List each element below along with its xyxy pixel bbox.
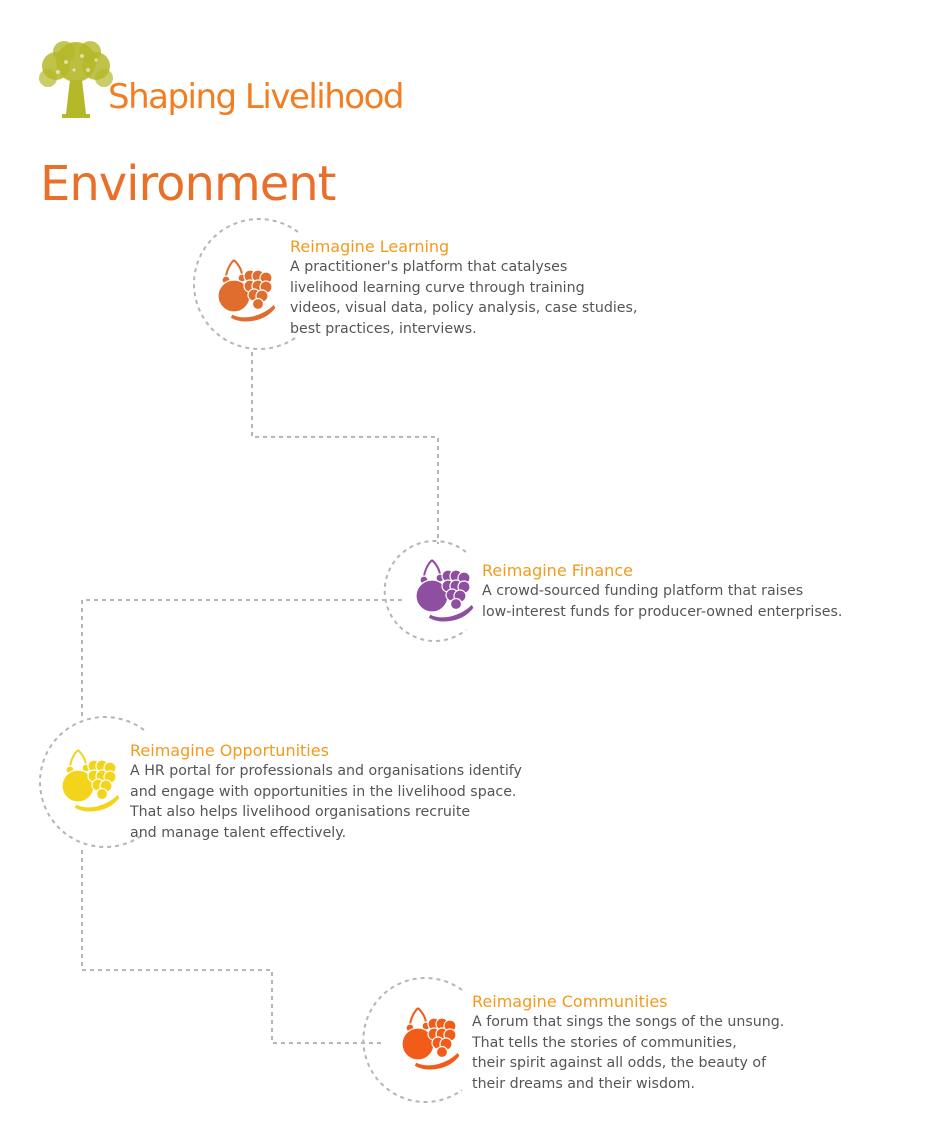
fruit-basket-icon	[61, 749, 121, 813]
connector-finance-to-opportunities	[81, 599, 402, 716]
subtitle: Shaping Livelihood	[108, 77, 405, 117]
item-description: A crowd-sourced funding platform that ra…	[482, 583, 843, 620]
item-heading: Reimagine Communities	[472, 992, 668, 1011]
item-heading: Reimagine Finance	[482, 561, 633, 580]
item-heading: Reimagine Opportunities	[130, 741, 329, 760]
item-communities: Reimagine Communities A forum that sings…	[472, 992, 784, 1094]
connector-learning-to-finance	[251, 352, 439, 544]
fruit-basket-icon	[415, 559, 475, 623]
item-description: A HR portal for professionals and organi…	[130, 763, 522, 841]
item-opportunities: Reimagine Opportunities A HR portal for …	[130, 741, 522, 843]
item-learning: Reimagine Learning A practitioner's plat…	[290, 237, 637, 339]
item-description: A forum that sings the songs of the unsu…	[472, 1014, 785, 1092]
fruit-basket-icon	[217, 259, 277, 323]
page-title: Environment	[40, 156, 336, 213]
circle-opportunities	[39, 716, 145, 848]
item-finance: Reimagine Finance A crowd-sourced fundin…	[482, 561, 842, 622]
connector-opportunities-to-communities	[81, 850, 384, 1044]
circle-communities	[362, 977, 463, 1103]
circle-finance	[383, 540, 467, 642]
tree-logo-icon	[39, 41, 113, 118]
item-description: A practitioner's platform that catalyses…	[290, 259, 638, 337]
fruit-basket-icon	[401, 1007, 461, 1071]
circle-learning	[193, 218, 299, 350]
item-heading: Reimagine Learning	[290, 237, 450, 256]
